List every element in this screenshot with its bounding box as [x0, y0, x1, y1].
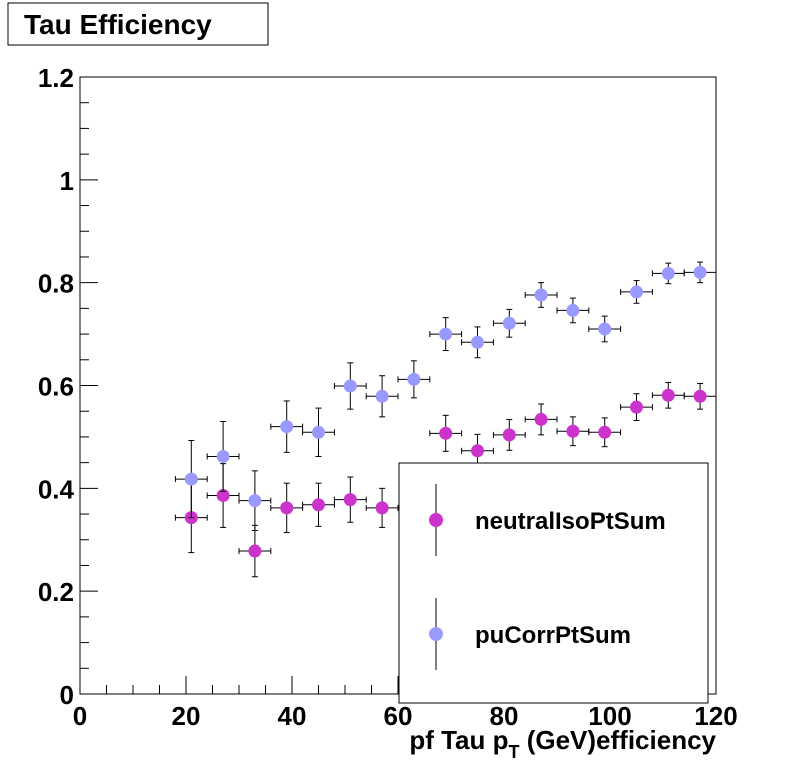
legend-entry-neutralIsoPtSum: neutralIsoPtSum: [429, 484, 666, 556]
data-point: [333, 476, 367, 523]
x-tick-label: 60: [384, 701, 413, 731]
marker: [216, 489, 230, 503]
data-point: [588, 417, 622, 448]
data-point: [588, 315, 622, 343]
data-point: [238, 524, 272, 578]
legend-marker: [429, 513, 443, 527]
data-point: [620, 393, 653, 421]
marker: [216, 449, 230, 463]
marker: [471, 444, 484, 458]
chart-title: Tau Efficiency: [24, 9, 212, 40]
legend-label: puCorrPtSum: [475, 622, 631, 649]
legend-box: [398, 462, 709, 704]
x-tick-label: 40: [278, 701, 307, 731]
data-point: [556, 416, 590, 447]
marker: [375, 501, 389, 515]
x-axis-label: pf Tau pT (GeV)efficiency: [409, 725, 716, 762]
data-point: [683, 261, 717, 284]
marker: [661, 388, 675, 402]
data-point: [429, 317, 463, 352]
data-point: [333, 362, 367, 410]
data-point: [461, 433, 494, 468]
marker: [630, 285, 643, 299]
series-neutralIsoPtSum: [174, 381, 717, 578]
data-point: [397, 360, 431, 399]
x-tick-labels: 0 20 40 60 80 100 120: [73, 701, 738, 731]
data-point: [206, 420, 240, 492]
title-box: [7, 2, 269, 46]
marker: [280, 501, 294, 515]
marker: [184, 472, 198, 486]
marker: [280, 420, 294, 434]
marker: [343, 493, 357, 507]
data-point: [492, 308, 526, 338]
marker: [502, 316, 516, 330]
x-tick-label: 20: [172, 701, 201, 731]
data-points: [174, 261, 717, 578]
marker: [248, 544, 262, 558]
data-point: [302, 482, 335, 527]
marker: [534, 288, 548, 302]
marker: [248, 494, 262, 508]
marker: [375, 389, 389, 403]
data-point: [651, 262, 685, 285]
legend-label: neutralIsoPtSum: [475, 508, 666, 535]
marker: [693, 389, 707, 403]
data-point: [365, 375, 399, 418]
marker: [439, 327, 453, 341]
y-tick-label: 1: [60, 166, 74, 196]
data-point: [174, 440, 208, 519]
data-point: [270, 482, 304, 534]
x-tick-label: 80: [490, 701, 519, 731]
data-point: [620, 280, 653, 304]
marker: [471, 335, 484, 349]
marker: [407, 372, 421, 386]
x-tick-label: 100: [588, 701, 631, 731]
marker: [661, 266, 675, 280]
data-point: [683, 382, 717, 410]
x-tick-label: 120: [694, 701, 737, 731]
marker: [502, 428, 516, 442]
marker: [630, 400, 643, 414]
y-tick-label: 0: [60, 680, 74, 710]
data-point: [270, 400, 304, 453]
marker: [343, 379, 357, 393]
marker: [566, 424, 580, 438]
y-tick-labels: 0 0.2 0.4 0.6 0.8 1 1.2: [38, 63, 75, 710]
legend-marker: [429, 627, 443, 641]
legend: neutralIsoPtSum puCorrPtSum: [398, 462, 709, 704]
y-tick-label: 0.6: [38, 372, 74, 402]
data-point: [365, 487, 399, 528]
data-point: [429, 414, 463, 452]
data-point: [556, 297, 590, 324]
marker: [598, 322, 612, 336]
marker: [312, 498, 325, 512]
series-puCorrPtSum: [174, 261, 717, 531]
marker: [566, 303, 580, 317]
y-tick-label: 0.8: [38, 269, 74, 299]
data-point: [302, 407, 335, 457]
data-point: [492, 418, 526, 451]
data-point: [524, 282, 558, 308]
marker: [534, 412, 548, 426]
legend-entry-puCorrPtSum: puCorrPtSum: [429, 598, 631, 670]
marker: [598, 425, 612, 439]
data-point: [238, 470, 272, 531]
marker: [312, 425, 325, 439]
y-tick-label: 0.2: [38, 577, 74, 607]
data-point: [651, 381, 685, 409]
y-tick-label: 1.2: [38, 63, 74, 93]
x-tick-label: 0: [73, 701, 87, 731]
data-point: [524, 403, 558, 436]
marker: [693, 265, 707, 279]
y-tick-label: 0.4: [38, 474, 75, 504]
marker: [439, 426, 453, 440]
data-point: [461, 326, 494, 359]
